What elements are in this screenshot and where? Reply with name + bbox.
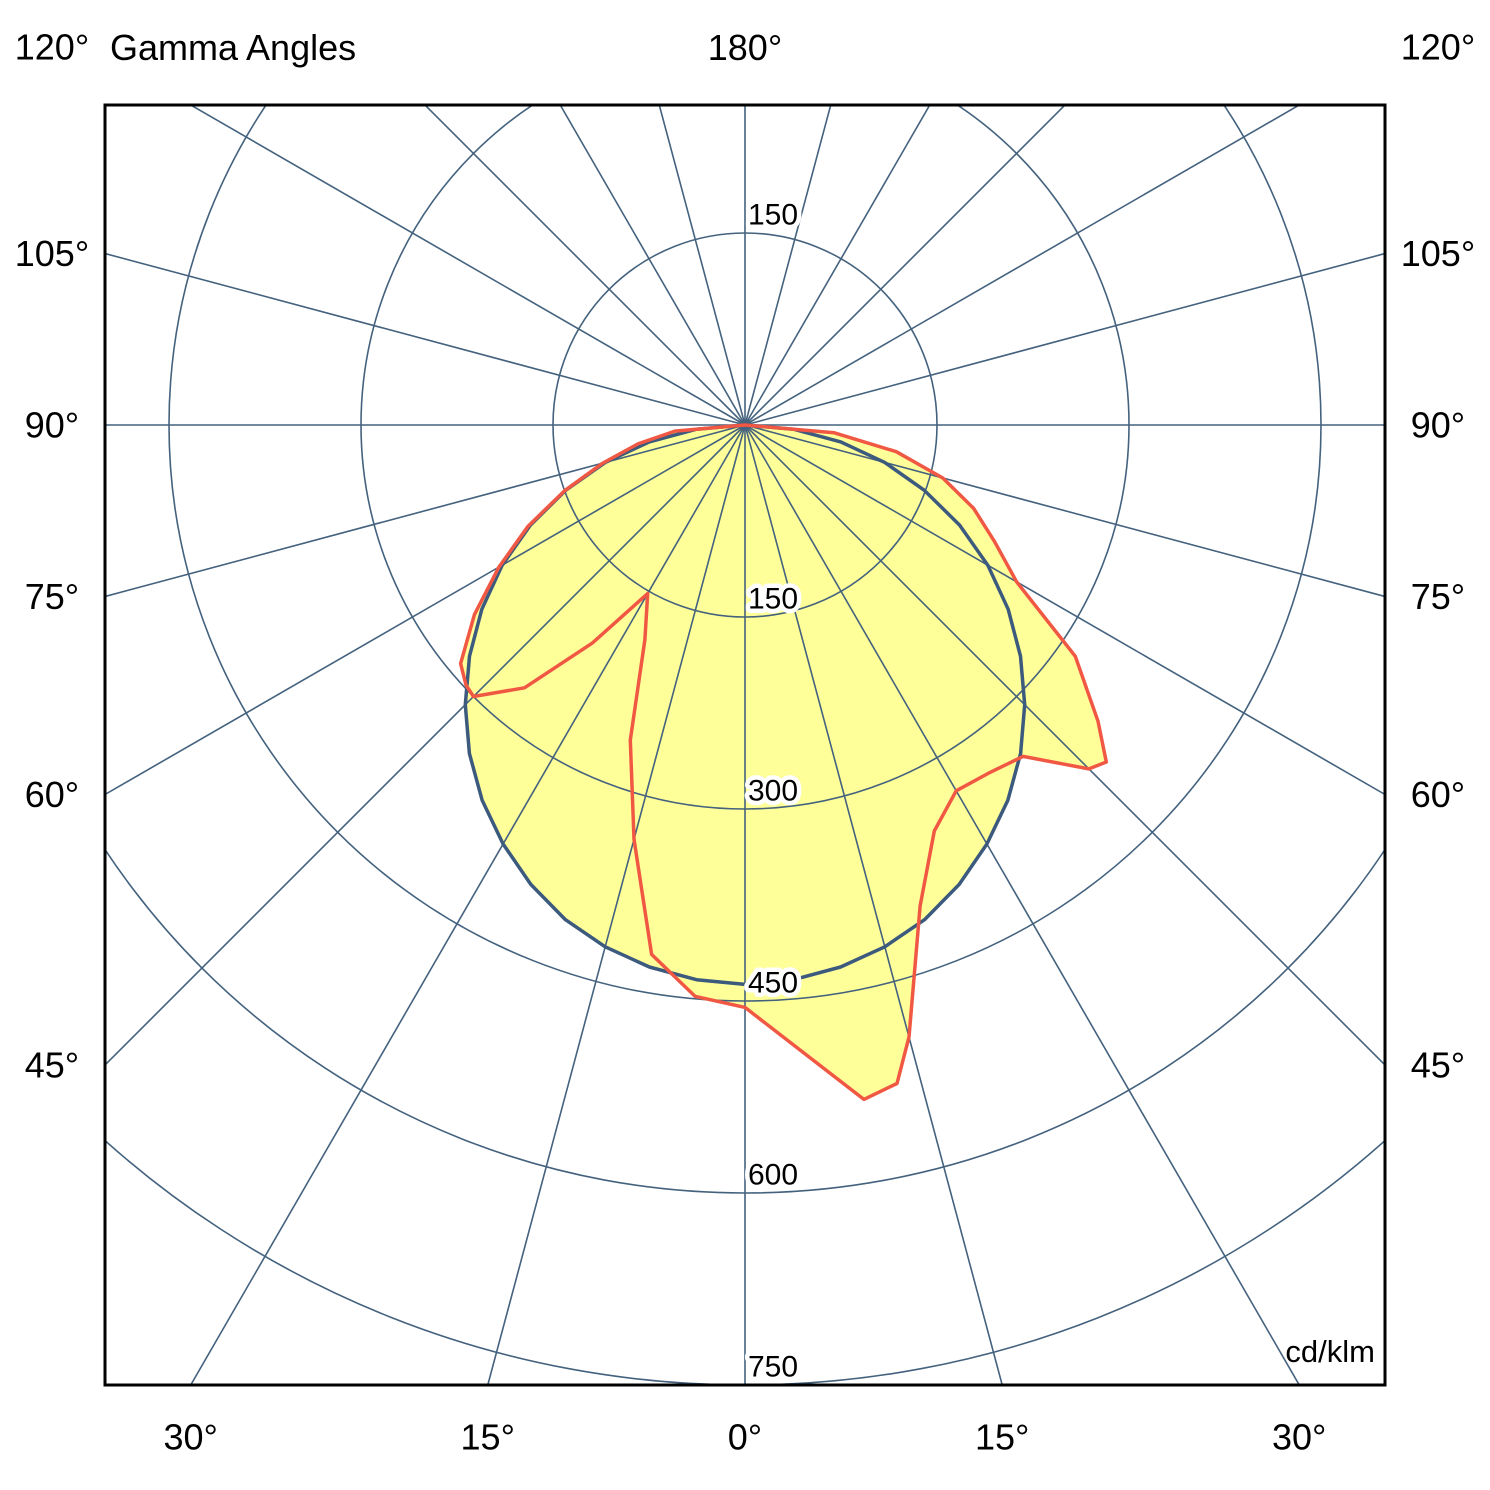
gamma-label-right-90: 90°: [1411, 405, 1465, 446]
grid-radial-line-75: [744, 424, 1385, 598]
gamma-label-left-105: 105°: [15, 233, 89, 274]
grid-radial-line-210: [559, 105, 746, 426]
gamma-label-right-45: 45°: [1411, 1045, 1465, 1086]
plot-border: [103, 103, 1387, 1387]
top-axis-label: 180°: [707, 27, 783, 68]
ring-label-top-150: 150: [748, 199, 798, 232]
grid-radial-line-120: [744, 105, 1301, 426]
chart-title: Gamma Angles: [110, 27, 357, 68]
grid-radial-line-45: [744, 424, 1385, 1067]
grid-radial-line-330: [189, 424, 746, 1385]
ring-label-300: 300: [748, 775, 798, 808]
grid-radial-line-15: [744, 424, 1004, 1385]
grid-radial-line-300: [105, 424, 746, 796]
grid-radial-line-105: [744, 252, 1385, 426]
ring-label-150: 150: [748, 583, 798, 616]
grid-radial-line-135: [744, 105, 1067, 426]
grid-radial-line-315: [105, 424, 746, 1067]
gamma-label-left-60: 60°: [25, 774, 79, 815]
gamma-label-left-45: 45°: [25, 1045, 79, 1086]
grid-radial-line-165: [744, 105, 832, 426]
gamma-label-right-75: 75°: [1411, 576, 1465, 617]
grid-radial-line-60: [744, 424, 1385, 796]
unit-label: cd/klm: [1285, 1334, 1375, 1369]
grid-radial-line-195: [658, 105, 746, 426]
gamma-label-left-75: 75°: [25, 576, 79, 617]
grid-radial-line-285: [105, 424, 746, 598]
intensity-curve-red-fill: [460, 425, 1107, 1100]
labels-layer: 150 150 300 450 600 750 45° 45° 60° 60° 75° 75° 90° 9…: [15, 27, 1475, 1458]
grid-radial-line-345: [486, 424, 746, 1385]
gamma-label-bottom--15: 15°: [461, 1417, 515, 1458]
gamma-label-right-105: 105°: [1401, 233, 1475, 274]
gamma-label-bottom-30: 30°: [1272, 1417, 1326, 1458]
grid-radial-line-30: [744, 424, 1301, 1385]
grid-radial-line-150: [744, 105, 931, 426]
ring-label-600: 600: [748, 1159, 798, 1192]
grid-radial-line-225: [423, 105, 746, 426]
grid-radial-line-255: [105, 252, 746, 426]
gamma-label-left-120: 120°: [15, 27, 89, 68]
gamma-label-bottom--30: 30°: [164, 1417, 218, 1458]
gamma-label-right-60: 60°: [1411, 774, 1465, 815]
gamma-label-right-120: 120°: [1401, 27, 1475, 68]
gamma-label-bottom-0: 0°: [728, 1417, 762, 1458]
grid-radial-line-240: [189, 105, 746, 426]
gamma-label-bottom-15: 15°: [975, 1417, 1029, 1458]
ring-label-450: 450: [748, 967, 798, 1000]
intensity-curve-red: [458, 423, 1109, 1102]
ring-label-750: 750: [748, 1351, 798, 1384]
gamma-label-left-90: 90°: [25, 405, 79, 446]
